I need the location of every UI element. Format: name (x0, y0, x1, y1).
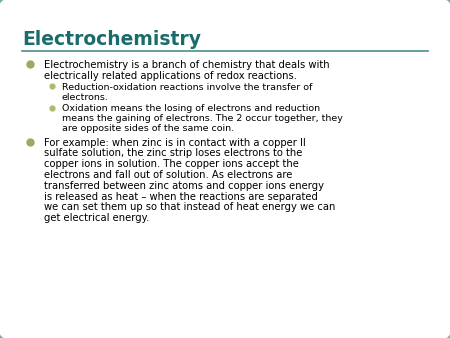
Text: get electrical energy.: get electrical energy. (44, 213, 149, 223)
Text: electrically related applications of redox reactions.: electrically related applications of red… (44, 71, 297, 81)
Text: sulfate solution, the zinc strip loses electrons to the: sulfate solution, the zinc strip loses e… (44, 148, 302, 159)
Text: Electrochemistry is a branch of chemistry that deals with: Electrochemistry is a branch of chemistr… (44, 60, 329, 70)
Text: transferred between zinc atoms and copper ions energy: transferred between zinc atoms and coppe… (44, 181, 324, 191)
Text: Oxidation means the losing of electrons and reduction: Oxidation means the losing of electrons … (62, 104, 320, 113)
Text: Electrochemistry: Electrochemistry (22, 30, 201, 49)
Text: Reduction-oxidation reactions involve the transfer of: Reduction-oxidation reactions involve th… (62, 82, 312, 92)
Text: is released as heat – when the reactions are separated: is released as heat – when the reactions… (44, 192, 318, 201)
Text: copper ions in solution. The copper ions accept the: copper ions in solution. The copper ions… (44, 159, 299, 169)
Text: For example: when zinc is in contact with a copper II: For example: when zinc is in contact wit… (44, 138, 306, 148)
Text: electrons and fall out of solution. As electrons are: electrons and fall out of solution. As e… (44, 170, 293, 180)
Text: means the gaining of electrons. The 2 occur together, they: means the gaining of electrons. The 2 oc… (62, 114, 343, 123)
Text: we can set them up so that instead of heat energy we can: we can set them up so that instead of he… (44, 202, 335, 212)
Text: are opposite sides of the same coin.: are opposite sides of the same coin. (62, 124, 234, 134)
Text: electrons.: electrons. (62, 93, 109, 102)
